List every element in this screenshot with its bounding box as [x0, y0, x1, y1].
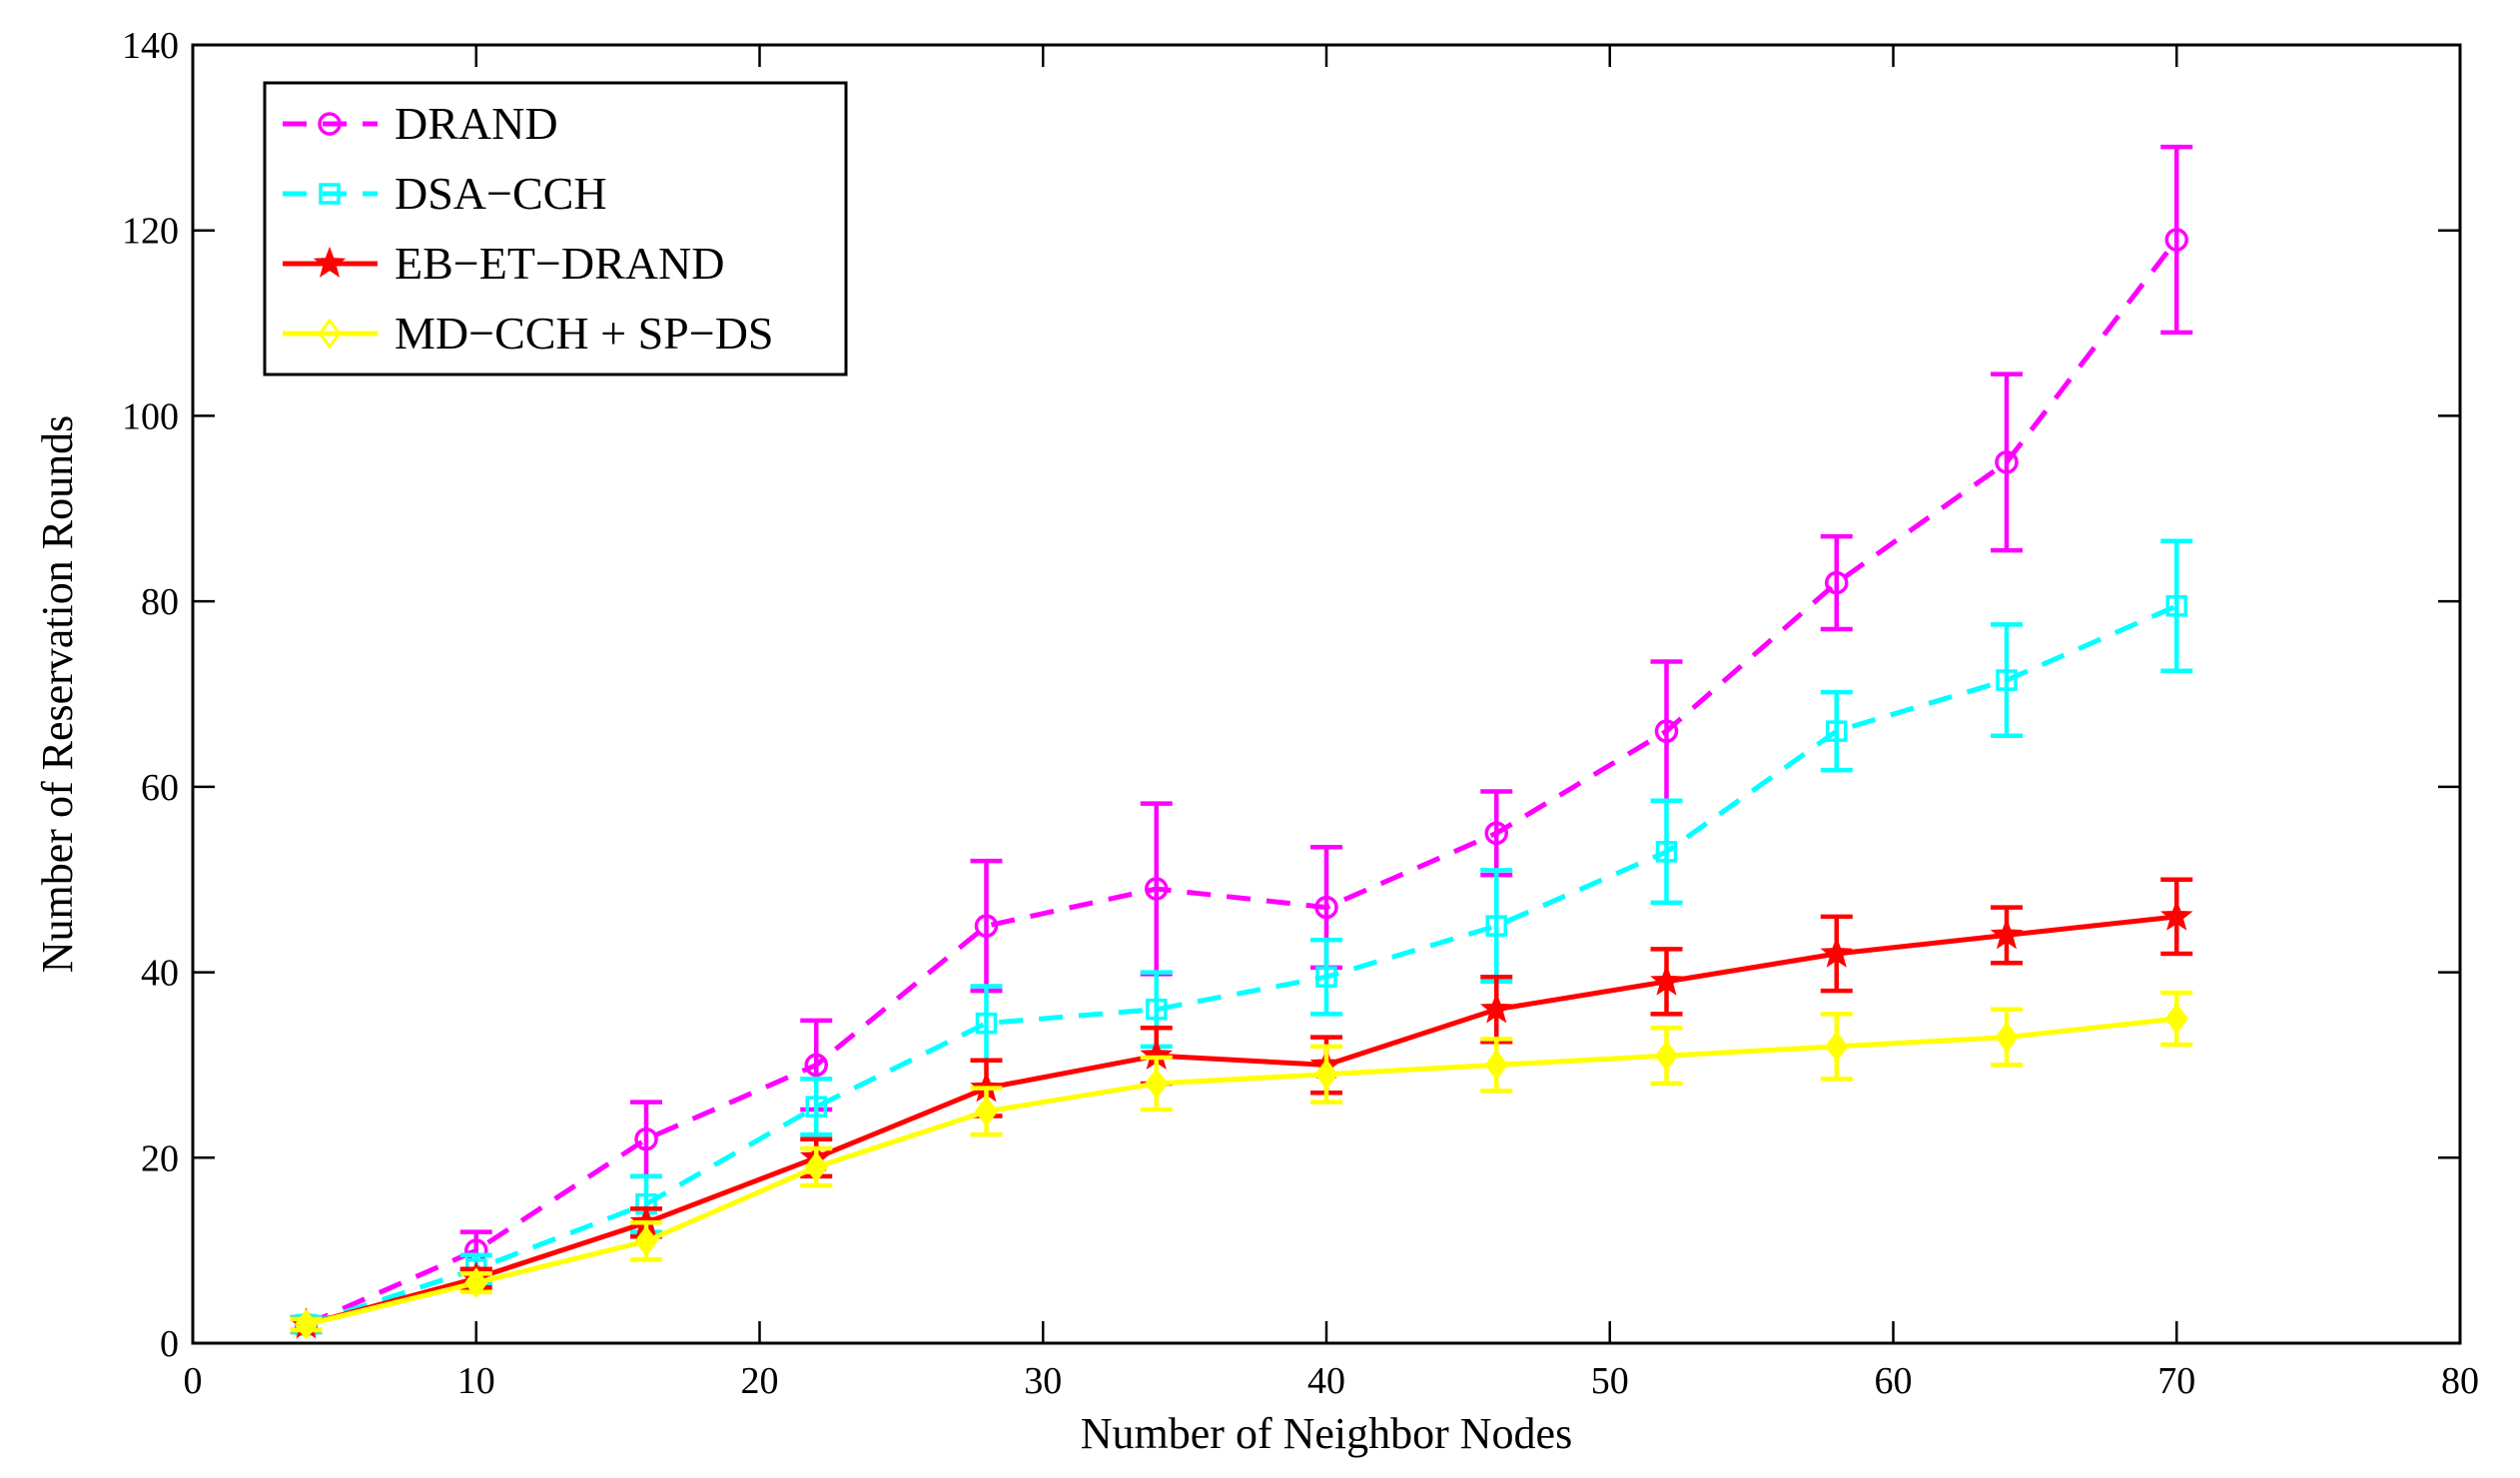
series-line: [305, 1016, 2177, 1327]
data-point: [2165, 595, 2187, 617]
x-tick-labels: 0 10 20 30 40 50 60 70 80: [184, 1360, 2480, 1402]
y-tick-label: 120: [122, 211, 179, 253]
legend-label: EB−ET−DRAND: [395, 238, 724, 289]
series-md-cch-sp-ds: [290, 990, 2193, 1340]
data-point: [294, 1308, 319, 1340]
error-bar: [1991, 371, 2023, 553]
legend-item: DRAND: [283, 98, 558, 149]
data-point: [1825, 570, 1849, 595]
data-point: [634, 1225, 658, 1257]
data-point: [1995, 450, 2019, 474]
x-tick-label: 70: [2157, 1360, 2195, 1402]
data-point: [1825, 1031, 1849, 1063]
data-point: [1484, 1049, 1508, 1081]
legend-label: DRAND: [395, 98, 558, 149]
y-tick-labels: 0 20 40 60 80 100 120 140: [122, 25, 179, 1365]
data-point: [1314, 1059, 1338, 1091]
plot-frame: [191, 43, 2462, 1345]
data-point: [634, 1126, 658, 1151]
data-point: [464, 1267, 488, 1299]
series-layer: [290, 144, 2193, 1340]
data-point: [2159, 899, 2193, 931]
data-point: [1145, 1068, 1169, 1100]
x-tick-label: 20: [741, 1360, 779, 1402]
x-tick-label: 50: [1591, 1360, 1629, 1402]
data-point: [1485, 915, 1507, 937]
data-point: [1650, 964, 1683, 996]
x-tick-label: 80: [2441, 1360, 2479, 1402]
y-tick-label: 20: [141, 1137, 179, 1179]
data-point: [1820, 936, 1854, 968]
data-point: [805, 1096, 827, 1117]
error-bar: [800, 1077, 833, 1137]
y-tick-label: 60: [141, 767, 179, 809]
y-tick-label: 80: [141, 581, 179, 623]
data-point: [2164, 1003, 2188, 1035]
data-point: [1655, 841, 1678, 863]
data-point: [1826, 720, 1848, 742]
error-bar: [1820, 533, 1853, 632]
data-point: [1146, 998, 1168, 1021]
data-point: [1654, 719, 1679, 743]
data-point: [974, 914, 999, 938]
x-axis-label: Number of Neighbor Nodes: [1081, 1409, 1572, 1458]
data-point: [2164, 228, 2188, 252]
series-line: [305, 914, 2177, 1327]
legend-item: EB−ET−DRAND: [283, 238, 724, 289]
error-bar: [2160, 144, 2193, 336]
legend-marker: [319, 183, 341, 205]
legend-item: DSA−CCH: [283, 168, 607, 219]
legend-label: MD−CCH + SP−DS: [395, 308, 774, 359]
x-tick-label: 0: [184, 1360, 203, 1402]
data-point: [1145, 877, 1169, 901]
data-point: [1654, 1040, 1679, 1072]
data-point: [975, 1012, 998, 1035]
legend-item: MD−CCH + SP−DS: [283, 308, 774, 359]
legend-marker: [313, 246, 347, 278]
data-point: [1484, 821, 1508, 846]
legend-label: DSA−CCH: [395, 168, 607, 219]
legend: DRAND DSA−CCH EB−ET−DRAND MD−CCH + SP−DS: [263, 81, 848, 376]
error-bar: [2160, 538, 2193, 674]
data-point: [1995, 1022, 2019, 1054]
data-point: [1990, 918, 2024, 950]
y-tick-label: 0: [160, 1323, 179, 1365]
data-point: [1996, 669, 2018, 691]
y-tick-label: 100: [122, 395, 179, 437]
x-tick-label: 30: [1024, 1360, 1062, 1402]
data-point: [804, 1151, 828, 1183]
y-tick-label: 140: [122, 25, 179, 67]
data-point: [1314, 895, 1338, 920]
data-point: [974, 1096, 999, 1127]
series-line: [305, 603, 2178, 1327]
legend-box: [263, 81, 848, 376]
data-point: [804, 1053, 828, 1078]
x-tick-label: 60: [1875, 1360, 1913, 1402]
data-point: [1479, 992, 1513, 1024]
x-tick-label: 40: [1307, 1360, 1345, 1402]
legend-marker: [318, 318, 342, 350]
x-tick-label: 10: [457, 1360, 495, 1402]
legend-marker: [318, 112, 342, 136]
data-point: [1315, 966, 1337, 988]
y-tick-label: 40: [141, 953, 179, 995]
y-axis-label: Number of Reservation Rounds: [33, 415, 82, 973]
series-line: [305, 238, 2179, 1327]
